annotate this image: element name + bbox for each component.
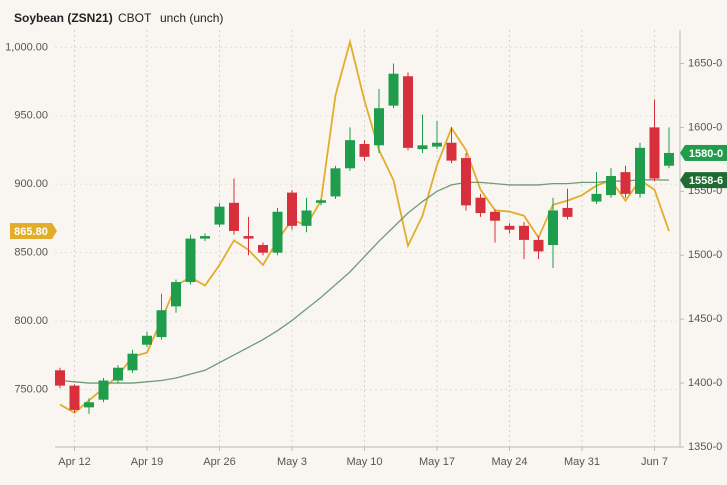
- candle-body: [548, 210, 558, 246]
- candle-body: [664, 152, 674, 166]
- candle-body: [417, 145, 428, 150]
- candle-body: [185, 238, 196, 283]
- close-label-text: 1580-0: [689, 148, 723, 160]
- candle-body: [84, 402, 94, 408]
- candle-body: [620, 172, 631, 194]
- y-tick-label: 950.00: [14, 110, 48, 122]
- y2-tick-label: 1500-0: [688, 249, 722, 261]
- close-label-box: [685, 144, 727, 161]
- y2-tick-label: 1650-0: [688, 57, 722, 69]
- y2-tick-label: 1600-0: [688, 121, 722, 133]
- candle-body: [214, 206, 225, 225]
- x-tick-label: Apr 26: [203, 456, 235, 468]
- candle-body: [243, 236, 254, 239]
- x-tick-label: May 10: [346, 456, 382, 468]
- candle-body: [475, 197, 486, 214]
- y2-tick-label: 1550-0: [688, 185, 722, 197]
- candle-body: [272, 211, 283, 253]
- candle-body: [316, 200, 326, 203]
- candle-body: [635, 147, 645, 194]
- y-tick-label: 750.00: [14, 383, 48, 395]
- x-tick-label: Jun 7: [641, 456, 668, 468]
- candle-body: [171, 282, 181, 307]
- y-tick-label: 850.00: [14, 247, 48, 259]
- candle-body: [461, 158, 471, 206]
- y2-tick-label: 1400-0: [688, 377, 722, 389]
- change: unch (unch): [160, 11, 223, 25]
- candle-body: [142, 335, 152, 345]
- y-tick-label: 800.00: [14, 315, 48, 327]
- line-series: [59, 179, 670, 384]
- chart-title: Soybean (ZSN21): [14, 11, 113, 25]
- candle-body: [200, 236, 210, 239]
- candle-body: [330, 168, 341, 197]
- x-tick-label: May 17: [419, 456, 455, 468]
- candle-body: [519, 225, 529, 240]
- candle-body: [98, 380, 109, 400]
- x-tick-label: May 3: [277, 456, 307, 468]
- candle-body: [156, 310, 167, 338]
- close-label-pointer: [680, 144, 685, 161]
- series-label-text: 1558-6: [689, 175, 723, 187]
- candle-body: [388, 73, 399, 106]
- exchange: CBOT: [118, 11, 152, 25]
- y2-tick-label: 1450-0: [688, 313, 722, 325]
- candle-body: [649, 127, 660, 179]
- series-label-box: [10, 223, 52, 240]
- series-label: 865.80: [10, 223, 57, 240]
- x-tick-label: Apr 12: [58, 456, 90, 468]
- candle-body: [113, 367, 123, 381]
- x-tick-label: May 24: [491, 456, 527, 468]
- candle-body: [374, 108, 384, 146]
- candle-body: [55, 370, 65, 386]
- candle-body: [69, 385, 80, 410]
- candle-body: [591, 193, 602, 202]
- candle-body: [504, 225, 515, 230]
- candle-body: [258, 245, 268, 253]
- candle-body: [562, 207, 573, 217]
- candle-body: [490, 211, 500, 221]
- candle-body: [359, 144, 370, 157]
- series-label: 1558-6: [680, 172, 727, 189]
- y-tick-label: 1,000.00: [5, 41, 48, 53]
- x-tick-label: Apr 19: [131, 456, 163, 468]
- series-label-box: [685, 172, 727, 189]
- candle-body: [229, 202, 239, 231]
- series-label-pointer: [52, 223, 57, 240]
- y-tick-label: 900.00: [14, 178, 48, 190]
- series-label-pointer: [680, 172, 685, 189]
- candle-body: [301, 210, 312, 226]
- candle-body: [432, 142, 442, 147]
- x-tick-label: May 31: [564, 456, 600, 468]
- candle-body: [345, 140, 355, 169]
- series-label-text: 865.80: [14, 226, 48, 238]
- close-label: 1580-0: [680, 144, 727, 161]
- y2-tick-label: 1350-0: [688, 441, 722, 453]
- candle-body: [533, 239, 544, 252]
- candle-body: [287, 192, 297, 226]
- candle-body: [403, 76, 413, 148]
- candle-body: [446, 142, 457, 161]
- candle-body: [127, 353, 138, 371]
- candle-body: [606, 175, 616, 196]
